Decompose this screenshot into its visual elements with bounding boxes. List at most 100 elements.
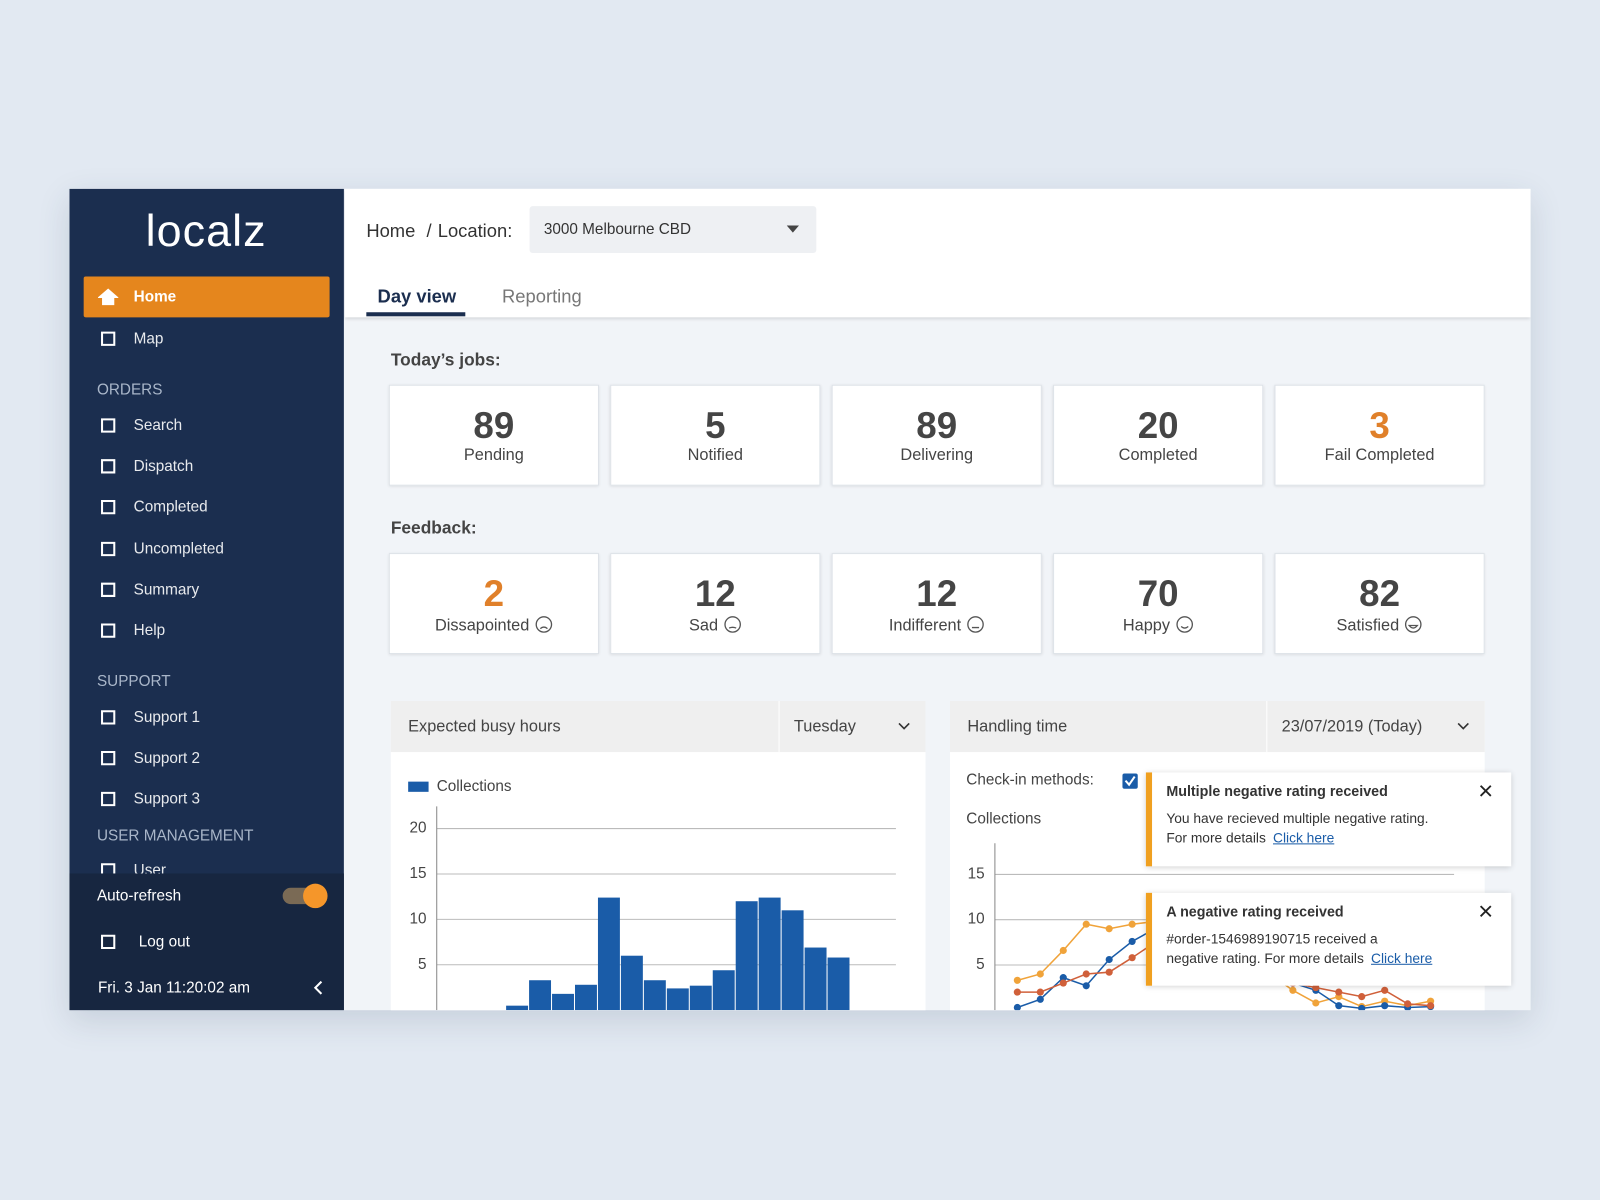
notification-title: A negative rating received [1166, 903, 1344, 920]
y-tick-label: 15 [410, 865, 427, 882]
chevron-shape [1457, 722, 1469, 730]
nav-item[interactable]: Search [133, 416, 183, 435]
nav-item[interactable]: Home [133, 288, 177, 306]
legend-swatch [408, 781, 429, 792]
stat-value: 89 [916, 404, 958, 446]
panel-header: Handling time 23/07/2019 (Today) [949, 701, 1485, 753]
notification-text: #order-1546989190715 received a [1166, 931, 1378, 947]
stat-label: Sad [611, 615, 819, 635]
nav-icon [101, 792, 116, 807]
face-mouth [1180, 626, 1189, 629]
face-outline [1175, 616, 1193, 633]
nav-item[interactable]: Dispatch [133, 457, 194, 476]
stat-label-text: Pending [463, 446, 524, 465]
icon-shape [101, 623, 116, 638]
line-point [1289, 986, 1297, 994]
nav-heading: USER MANAGEMENT [96, 827, 254, 845]
nav-item[interactable]: Completed [133, 498, 208, 517]
face-mouth [1407, 624, 1419, 629]
stat-card: 12 Sad [610, 553, 821, 655]
notification-text: You have recieved multiple negative rati… [1166, 810, 1429, 827]
stat-value: 5 [705, 404, 726, 446]
line-point [1036, 995, 1044, 1003]
tab[interactable]: Reporting [502, 286, 582, 307]
nav-icon [101, 541, 116, 556]
nav-item[interactable]: Uncompleted [133, 539, 224, 558]
bar [666, 988, 689, 1011]
stat-value: 12 [916, 572, 958, 615]
nav-item[interactable]: Help [133, 621, 166, 640]
line-point [1312, 999, 1320, 1007]
panel-title: Handling time [967, 718, 1068, 736]
icon-shape [101, 418, 116, 433]
nav-item[interactable]: Summary [133, 580, 200, 599]
nav-item[interactable]: Support 3 [133, 790, 201, 809]
stat-card: 20 Completed [1053, 384, 1264, 486]
checkbox [1122, 773, 1138, 789]
line-point [1312, 984, 1320, 992]
toggle[interactable] [282, 883, 328, 909]
bar [529, 980, 552, 1011]
notification-line: #order-1546989190715 received a [1166, 931, 1377, 946]
face-icon [1405, 616, 1422, 633]
chart-panel: Expected busy hours Tuesday 5 10 15 20 Collect… [390, 701, 926, 1011]
nav-item[interactable]: Support 1 [133, 708, 201, 727]
stat-card: 2 Dissapointed [388, 553, 599, 655]
tab[interactable]: Day view [377, 286, 457, 307]
face-icon [724, 616, 741, 633]
chevron-shape [313, 980, 323, 995]
face-outline [1405, 616, 1422, 633]
header: 3000 Melbourne CBD Home / Location: Day vie… [344, 188, 1531, 318]
chart-subtitle: Collections [966, 810, 1041, 827]
bar [620, 955, 643, 1011]
stat-card: 3 Fail Completed [1274, 384, 1485, 486]
notification-title: Multiple negative rating received [1166, 782, 1388, 799]
close-button[interactable] [1479, 785, 1492, 797]
stat-value: 3 [1369, 404, 1390, 446]
notification-link[interactable]: Click here [1371, 950, 1433, 966]
face-outline [724, 616, 741, 633]
notification-text: For more details [1166, 830, 1266, 846]
filter-chevron [1457, 722, 1469, 730]
stat-label-text: Fail Completed [1324, 446, 1435, 465]
close-shape [1479, 785, 1492, 797]
stat-label-text: Dissapointed [434, 617, 530, 635]
icon-shape [101, 500, 116, 515]
stat-label-text: Indifferent [888, 617, 962, 635]
stat-card: 82 Satisfied [1274, 553, 1485, 655]
nav-item[interactable]: Map [133, 330, 164, 348]
nav-icon [101, 582, 116, 597]
y-tick-label: 5 [976, 956, 985, 973]
app: localz Home Map ORDERS Search Dispatch Comple… [69, 188, 1531, 1011]
icon-shape [97, 288, 119, 306]
line-point [1128, 920, 1136, 928]
face-outline [967, 616, 984, 633]
location-select[interactable]: 3000 Melbourne CBD [529, 206, 817, 254]
face-icon [967, 616, 984, 633]
bar [574, 984, 597, 1011]
close-button[interactable] [1479, 905, 1492, 917]
stat-label-text: Notified [687, 446, 743, 465]
line-point [1381, 1002, 1389, 1010]
chart: 5 10 15 20 Collections [408, 778, 896, 1011]
logout[interactable]: Log out [138, 933, 190, 951]
notification-link[interactable]: Click here [1273, 830, 1335, 846]
stat-label-text: Satisfied [1336, 617, 1400, 635]
nav-icon [97, 288, 119, 306]
stat-value: 2 [483, 572, 505, 615]
stat-card: 70 Happy [1053, 553, 1264, 655]
line-point [1128, 954, 1136, 962]
panel-filter[interactable]: Tuesday [793, 718, 856, 736]
icon-shape [101, 459, 116, 474]
stat-value: 89 [473, 404, 515, 446]
nav-item[interactable]: Support 2 [133, 749, 201, 768]
line-point [1105, 955, 1113, 964]
stat-label-text: Sad [689, 617, 719, 635]
nav-icon [101, 331, 116, 346]
legend-label: Collections [437, 778, 512, 795]
stat-label-text: Happy [1122, 617, 1171, 635]
stat-value: 82 [1359, 572, 1401, 615]
panel-filter[interactable]: 23/07/2019 (Today) [1281, 718, 1423, 736]
